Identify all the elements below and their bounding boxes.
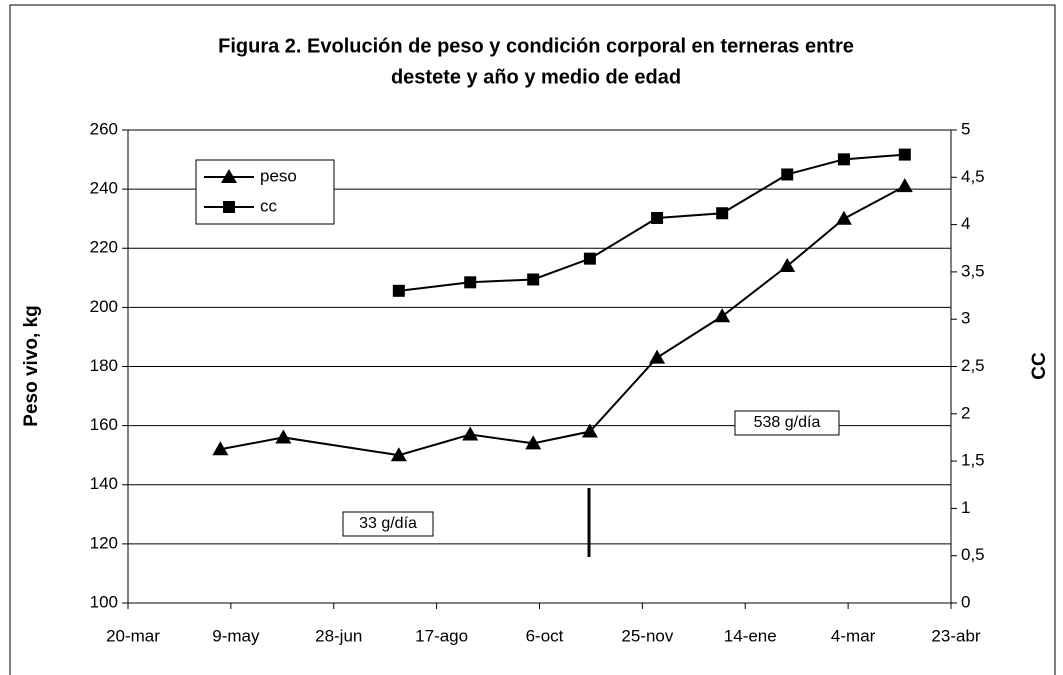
marker [896, 178, 913, 193]
x-tick-label: 4-mar [831, 626, 876, 645]
y-tick-label: 220 [90, 238, 118, 257]
x-tick-label: 9-may [212, 626, 260, 645]
y-tick-label: 180 [90, 356, 118, 375]
y2-tick-label: 1 [961, 498, 970, 517]
marker [581, 423, 598, 438]
marker [464, 276, 477, 289]
annotation: 538 g/día [754, 414, 821, 431]
y-tick-label: 260 [90, 119, 118, 138]
y-tick-label: 240 [90, 179, 118, 198]
y2-tick-label: 0 [961, 592, 970, 611]
legend-marker [221, 169, 237, 183]
y-tick-label: 100 [90, 592, 118, 611]
y2-tick-label: 3,5 [961, 261, 985, 280]
marker [390, 447, 407, 462]
y2-tick-label: 4 [961, 214, 970, 233]
annotation-box [342, 511, 434, 537]
chart-title: Figura 2. Evolución de peso y condición … [218, 35, 854, 57]
y2-tick-label: 0,5 [961, 545, 985, 564]
x-tick-label: 14-ene [724, 626, 777, 645]
x-tick-label: 20-mar [106, 626, 160, 645]
y2-tick-label: 5 [961, 119, 970, 138]
marker [392, 284, 405, 297]
marker [781, 168, 794, 181]
annotation-box [734, 410, 840, 436]
y-axis-title: Peso vivo, kg [21, 305, 42, 426]
marker [462, 426, 479, 441]
y2-tick-label: 2,5 [961, 356, 985, 375]
marker [835, 210, 852, 225]
marker [716, 207, 729, 220]
x-tick-label: 23-abr [931, 626, 980, 645]
marker [525, 435, 542, 450]
marker [649, 349, 666, 364]
y-tick-label: 200 [90, 297, 118, 316]
y2-tick-label: 1,5 [961, 451, 985, 470]
chart-frame [9, 4, 1056, 675]
chart-title: destete y año y medio de edad [391, 66, 681, 88]
marker [779, 257, 796, 272]
marker [583, 252, 596, 265]
marker [651, 211, 664, 224]
x-tick-label: 25-nov [621, 626, 673, 645]
marker [714, 308, 731, 323]
y2-tick-label: 2 [961, 403, 970, 422]
legend-marker [223, 201, 235, 213]
y2-tick-label: 4,5 [961, 167, 985, 186]
annotation: 33 g/día [359, 515, 417, 532]
legend-box [195, 159, 335, 225]
y2-tick-label: 3 [961, 309, 970, 328]
y2-axis-title: CC [1029, 352, 1050, 380]
y-tick-label: 140 [90, 474, 118, 493]
marker [837, 153, 850, 166]
legend-label: cc [260, 196, 278, 215]
marker [212, 441, 229, 456]
marker [275, 429, 292, 444]
marker [898, 148, 911, 161]
marker [527, 273, 540, 286]
y-tick-label: 120 [90, 533, 118, 552]
x-tick-label: 6-oct [526, 626, 564, 645]
legend-label: peso [260, 166, 297, 185]
y-tick-label: 160 [90, 415, 118, 434]
x-tick-label: 28-jun [315, 626, 362, 645]
x-tick-label: 17-ago [415, 626, 468, 645]
